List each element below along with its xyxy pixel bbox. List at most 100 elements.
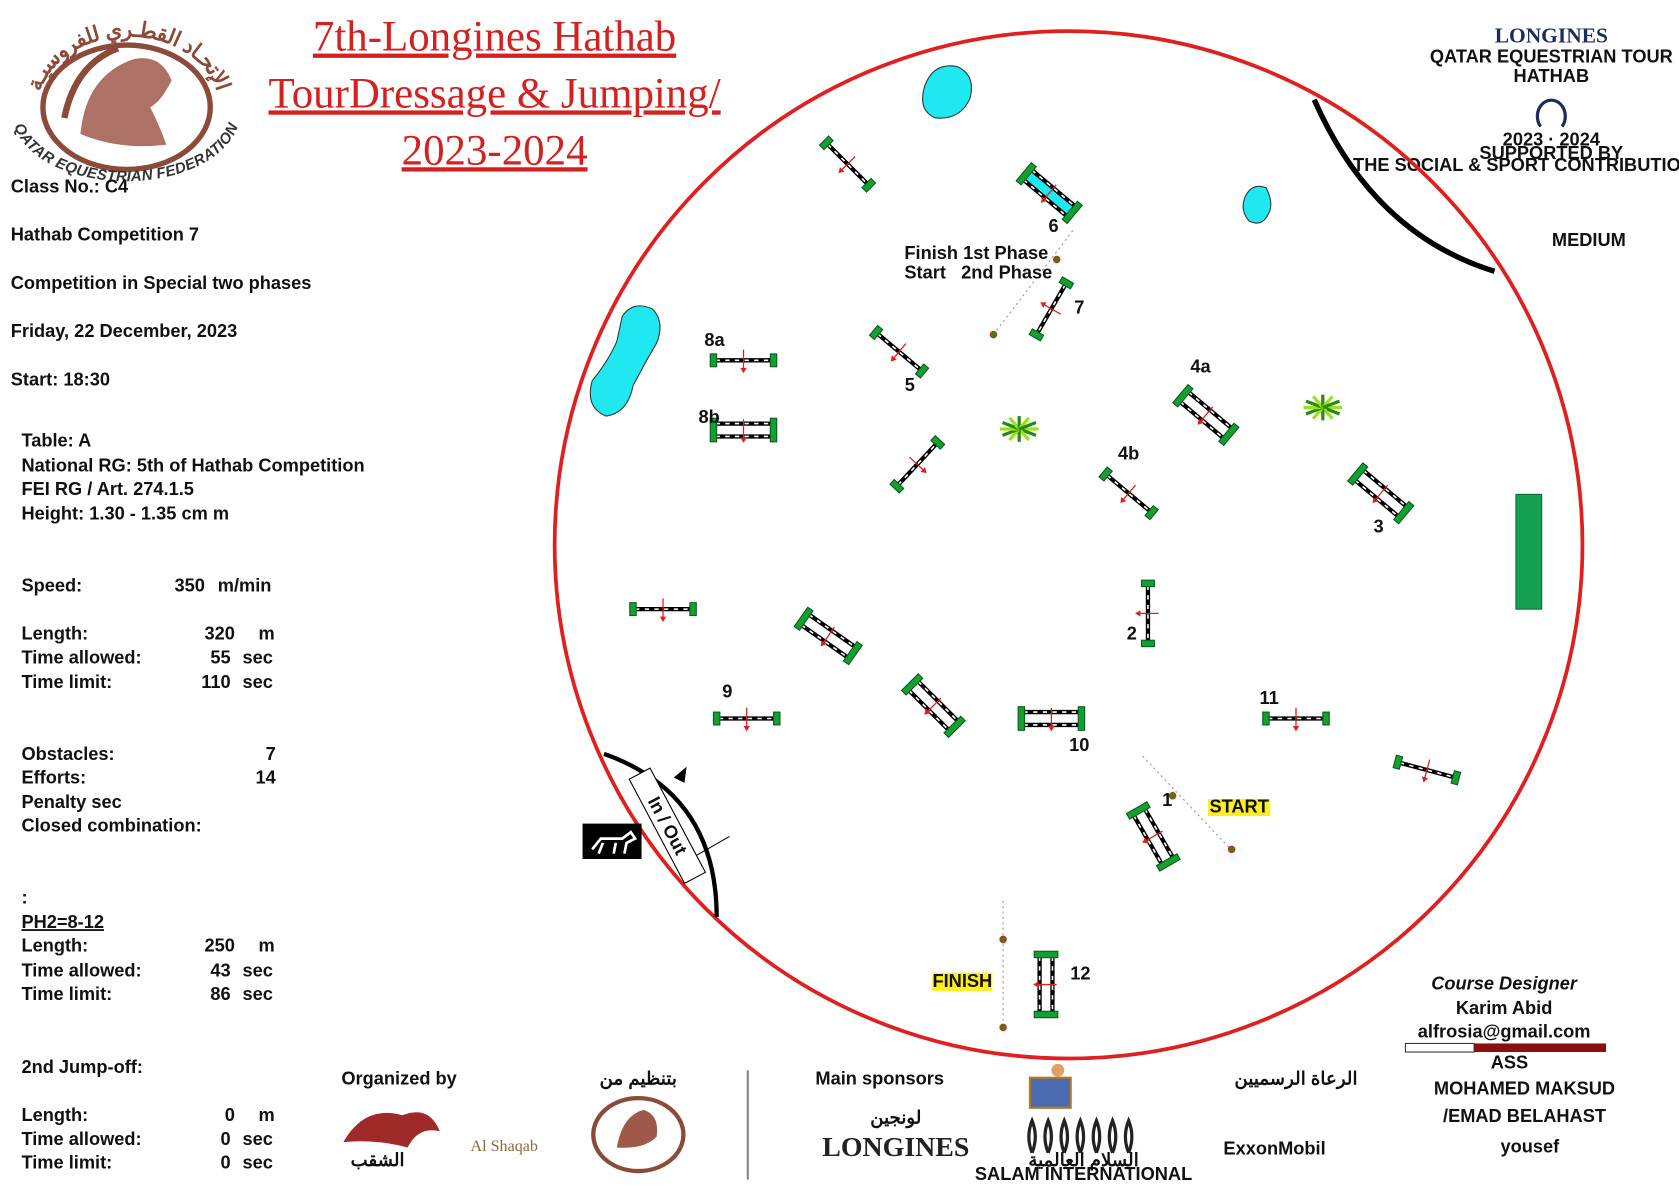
phase-title: 2nd Jump-off: xyxy=(21,1056,142,1077)
rule: FEI RG / Art. 274.1.5 xyxy=(21,478,194,499)
fence-number: 7 xyxy=(1074,297,1084,318)
row-label: Time limit: xyxy=(21,1151,112,1172)
fence-number: 10 xyxy=(1069,734,1089,755)
row-label: Obstacles: xyxy=(21,743,114,764)
arena-arc xyxy=(1311,98,1496,274)
arrow xyxy=(924,708,931,715)
wing xyxy=(943,715,966,739)
start-line xyxy=(1142,755,1235,853)
salam-flame xyxy=(1043,1116,1053,1154)
direction xyxy=(1198,406,1214,424)
federation-mini-horse xyxy=(616,1109,658,1148)
row-label: Length: xyxy=(21,1104,88,1125)
direction xyxy=(891,343,907,361)
direction xyxy=(1423,759,1431,781)
salam-flame xyxy=(1027,1116,1037,1154)
sponsor-heading: بتنظيم من xyxy=(600,1068,677,1090)
phase-note: Start 2nd Phase xyxy=(904,261,1052,282)
finish-label: FINISH xyxy=(932,970,992,991)
sponsor-logo: لونجين xyxy=(870,1106,921,1128)
fence xyxy=(712,707,781,732)
arrow xyxy=(1292,726,1300,732)
wing xyxy=(1077,706,1086,731)
fence-number: 12 xyxy=(1070,963,1090,984)
row-value: 55 xyxy=(210,646,230,667)
sponsor-heading: الرعاة الرسميين xyxy=(1234,1068,1357,1090)
direction xyxy=(1041,302,1061,315)
wing xyxy=(1392,500,1415,525)
logo-ring xyxy=(40,42,213,173)
wing xyxy=(1392,754,1404,770)
finish-badge xyxy=(932,972,993,991)
row-label: Time limit: xyxy=(21,671,112,692)
wing xyxy=(889,478,905,494)
fence xyxy=(1172,383,1240,447)
row-unit: sec xyxy=(242,646,272,667)
row-unit: m xyxy=(259,623,275,644)
fence-number: 11 xyxy=(1260,687,1279,708)
sponsor-logo: Al Shaqab xyxy=(471,1138,538,1155)
rule: Height: 1.30 - 1.35 cm m xyxy=(21,503,229,524)
wing xyxy=(868,324,884,341)
wing xyxy=(1155,853,1181,872)
row-value: 350 xyxy=(175,574,205,595)
fence xyxy=(709,349,778,374)
wing xyxy=(712,711,721,726)
wing xyxy=(709,417,718,443)
designer-email: alfrosia@gmail.com xyxy=(1418,1021,1591,1042)
tour-brand: LONGINES xyxy=(1495,23,1608,47)
salam-figure xyxy=(1028,1076,1072,1109)
flag xyxy=(999,935,1007,944)
rule: National RG: 5th of Hathab Competition xyxy=(21,454,364,475)
designer-name: Karim Abid xyxy=(1456,997,1553,1018)
fence xyxy=(1346,462,1415,525)
row-value: 320 xyxy=(205,623,235,644)
row-value: 0 xyxy=(221,1151,231,1172)
direction xyxy=(1373,484,1389,502)
green-block xyxy=(1515,493,1543,610)
shrub xyxy=(1322,399,1341,410)
sponsor-logo: LONGINES xyxy=(822,1132,969,1163)
salam-flame xyxy=(1091,1116,1102,1154)
sponsor-heading: Main sponsors xyxy=(815,1068,944,1089)
fence xyxy=(1135,579,1159,648)
fence xyxy=(793,606,863,666)
fence-number: 3 xyxy=(1374,515,1384,536)
sponsor-logo: السلام العالمية xyxy=(1028,1149,1138,1171)
row-value: 7 xyxy=(266,743,276,764)
wing xyxy=(1017,706,1026,731)
class-info: Friday, 22 December, 2023 xyxy=(11,320,238,341)
gate-arc xyxy=(603,751,719,917)
arrow xyxy=(659,616,667,622)
class-info: Hathab Competition 7 xyxy=(11,224,199,245)
wing xyxy=(772,711,781,726)
fence-number: 4b xyxy=(1118,443,1139,464)
row-value: 14 xyxy=(255,766,276,787)
assistant: /EMAD BELAHAST xyxy=(1443,1105,1606,1126)
wing xyxy=(842,640,863,666)
fence xyxy=(1392,754,1462,786)
arena xyxy=(552,29,1585,1061)
class-info: Class No.: C4 xyxy=(11,175,129,196)
salam-flame xyxy=(1059,1116,1070,1154)
wing xyxy=(861,177,877,193)
arrow xyxy=(743,726,750,732)
phase-note: Finish 1st Phase xyxy=(904,242,1048,263)
row-unit: m xyxy=(259,935,275,956)
direction xyxy=(1121,484,1137,502)
row-label: Length: xyxy=(21,623,88,644)
tour-event: HATHAB xyxy=(1514,65,1590,86)
wing xyxy=(709,353,718,368)
logo-leaf xyxy=(61,45,120,119)
row-value: 250 xyxy=(205,935,235,956)
sponsor-logo: ExxonMobil xyxy=(1223,1137,1325,1158)
row-label: Efforts: xyxy=(21,766,86,787)
row-label: Speed: xyxy=(21,574,82,595)
fence-number: 4a xyxy=(1190,356,1211,377)
tour-season: 2023 · 2024 xyxy=(1503,128,1601,149)
tour-emblem xyxy=(1535,98,1567,128)
level: MEDIUM xyxy=(1552,229,1626,250)
fence xyxy=(1262,707,1330,732)
wing xyxy=(1028,328,1045,342)
row-unit: sec xyxy=(242,1151,272,1172)
